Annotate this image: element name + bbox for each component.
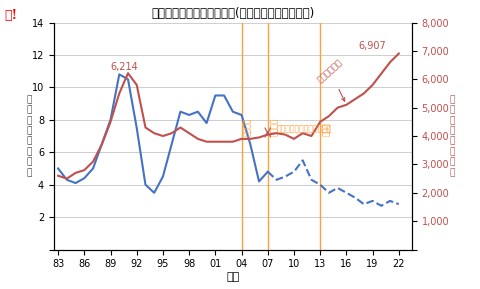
X-axis label: 年度: 年度 xyxy=(226,272,239,282)
Text: アベノミクス: アベノミクス xyxy=(315,57,344,101)
Text: マ!: マ! xyxy=(5,9,18,22)
Text: 耐震偽造: 耐震偽造 xyxy=(243,118,252,136)
Title: 供給戸数と平均価格の推移(首都圏新築マンション): 供給戸数と平均価格の推移(首都圏新築マンション) xyxy=(151,7,314,20)
Text: 消費税: 消費税 xyxy=(321,122,330,136)
Text: コストアップ（耐震偽装）: コストアップ（耐震偽装） xyxy=(276,125,331,134)
Text: 6,214: 6,214 xyxy=(110,62,138,72)
Text: リーマン: リーマン xyxy=(269,118,278,136)
Y-axis label: 平
均
価
格
（
万
円
）: 平 均 価 格 （ 万 円 ） xyxy=(448,95,454,177)
Text: 6,907: 6,907 xyxy=(357,41,385,51)
Y-axis label: 供
給
戸
数
（
万
戸
）: 供 給 戸 数 （ 万 戸 ） xyxy=(26,95,32,177)
